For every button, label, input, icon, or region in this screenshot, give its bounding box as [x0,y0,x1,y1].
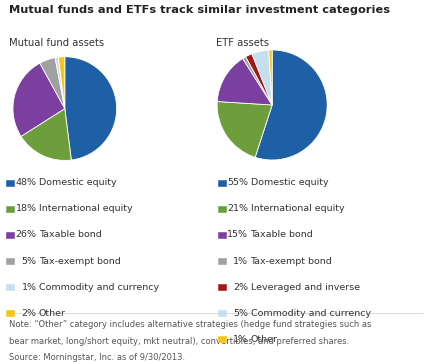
Wedge shape [217,59,272,105]
Text: 26%: 26% [16,231,37,239]
Text: Source: Morningstar, Inc. as of 9/30/2013.: Source: Morningstar, Inc. as of 9/30/201… [9,353,185,362]
Wedge shape [55,57,65,109]
Text: Domestic equity: Domestic equity [251,178,328,187]
Text: 18%: 18% [16,205,37,213]
Text: 48%: 48% [16,178,37,187]
Text: Tax-exempt bond: Tax-exempt bond [39,257,121,265]
Wedge shape [21,109,71,160]
Text: International equity: International equity [251,205,344,213]
Text: International equity: International equity [39,205,133,213]
Wedge shape [246,54,272,105]
Wedge shape [243,57,272,105]
Text: Note: “Other” category includes alternative strategies (hedge fund strategies su: Note: “Other” category includes alternat… [9,320,371,329]
Text: 5%: 5% [22,257,37,265]
Wedge shape [65,57,117,160]
Text: Taxable bond: Taxable bond [39,231,102,239]
Wedge shape [217,101,272,157]
Text: ETF assets: ETF assets [216,38,269,48]
Text: 5%: 5% [233,309,248,317]
Wedge shape [252,50,272,105]
Text: 1%: 1% [22,283,37,291]
Text: 15%: 15% [227,231,248,239]
Text: Domestic equity: Domestic equity [39,178,117,187]
Text: bear market, long/short equity, mkt neutral), convertibles, and preferred shares: bear market, long/short equity, mkt neut… [9,337,349,346]
Text: Other: Other [39,309,66,317]
Text: Mutual fund assets: Mutual fund assets [9,38,104,48]
Wedge shape [40,58,65,109]
Text: Commodity and currency: Commodity and currency [39,283,159,291]
Text: Mutual funds and ETFs track similar investment categories: Mutual funds and ETFs track similar inve… [9,5,390,16]
Text: 1%: 1% [233,257,248,265]
Text: 55%: 55% [227,178,248,187]
Text: 1%: 1% [233,335,248,344]
Wedge shape [58,57,65,109]
Wedge shape [255,50,327,160]
Text: 21%: 21% [227,205,248,213]
Text: Taxable bond: Taxable bond [251,231,313,239]
Text: 2%: 2% [233,283,248,291]
Text: Commodity and currency: Commodity and currency [251,309,371,317]
Wedge shape [13,63,65,136]
Text: 2%: 2% [22,309,37,317]
Text: Other: Other [251,335,277,344]
Text: Tax-exempt bond: Tax-exempt bond [251,257,332,265]
Text: Leveraged and inverse: Leveraged and inverse [251,283,360,291]
Wedge shape [269,50,272,105]
